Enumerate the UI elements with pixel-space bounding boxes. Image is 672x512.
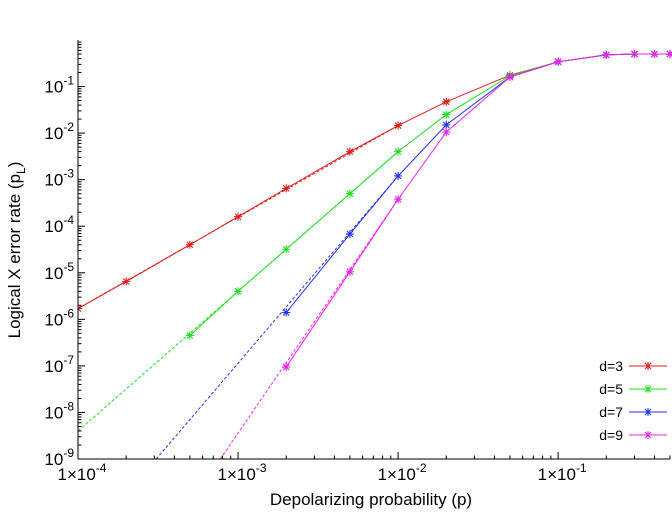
legend-label: d=9 bbox=[599, 427, 623, 443]
x-axis-title: Depolarizing probability (p) bbox=[270, 490, 472, 509]
series-d=5 bbox=[78, 50, 672, 432]
x-tick-label: 1×10-1 bbox=[538, 461, 587, 484]
series-d=9 bbox=[219, 50, 672, 459]
data-point bbox=[442, 110, 451, 119]
y-tick-label: 10-3 bbox=[44, 167, 74, 190]
data-point bbox=[602, 50, 611, 59]
legend-marker bbox=[644, 385, 652, 393]
x-tick-label: 1×10-4 bbox=[58, 461, 107, 484]
axes: 10-9 10-8 10-7 10-6 10-5 10-4 10-3 10-2 10-1 1×10… bbox=[44, 40, 671, 484]
data-point bbox=[394, 121, 403, 130]
legend-marker bbox=[644, 431, 652, 439]
legend-marker bbox=[644, 362, 652, 370]
data-point bbox=[122, 277, 131, 286]
data-point bbox=[442, 128, 451, 137]
series-line bbox=[78, 53, 670, 310]
data-point bbox=[345, 189, 354, 198]
data-point bbox=[394, 171, 403, 180]
data-point bbox=[234, 212, 243, 221]
data-point bbox=[345, 230, 354, 239]
data-point bbox=[630, 50, 639, 59]
y-tick-label: 10-5 bbox=[44, 260, 74, 283]
y-tick-label: 10-2 bbox=[44, 120, 74, 143]
y-tick-label: 10-4 bbox=[44, 213, 74, 236]
legend-label: d=7 bbox=[599, 404, 623, 420]
fit-line bbox=[219, 198, 399, 459]
data-point bbox=[345, 267, 354, 276]
data-point bbox=[650, 50, 659, 59]
series-line bbox=[285, 53, 670, 368]
data-point bbox=[442, 120, 451, 129]
data-point bbox=[234, 287, 243, 296]
data-point bbox=[345, 147, 354, 156]
data-point bbox=[185, 240, 194, 249]
x-tick-label: 1×10-3 bbox=[218, 461, 267, 484]
data-point bbox=[282, 245, 291, 254]
series-line bbox=[285, 53, 670, 313]
data-point bbox=[282, 308, 291, 317]
data-point bbox=[394, 195, 403, 204]
legend-marker bbox=[644, 408, 652, 416]
series-d=3 bbox=[78, 50, 672, 313]
x-tick-label: 1×10-2 bbox=[378, 461, 427, 484]
series-line bbox=[189, 53, 670, 336]
y-axis-title: Logical X error rate (pL) bbox=[5, 162, 28, 339]
data-point bbox=[394, 147, 403, 156]
y-tick-label: 10-7 bbox=[44, 353, 74, 376]
data-point bbox=[282, 184, 291, 193]
plot-area bbox=[78, 50, 672, 459]
series-d=7 bbox=[155, 50, 672, 459]
y-tick-label: 10-8 bbox=[44, 399, 74, 422]
y-tick-label: 10-6 bbox=[44, 306, 74, 329]
data-point bbox=[282, 362, 291, 371]
legend-label: d=3 bbox=[599, 358, 623, 374]
data-point bbox=[666, 50, 672, 59]
fit-line bbox=[155, 175, 399, 459]
legend: d=3 d=5 d=7 d=9 bbox=[599, 358, 667, 443]
legend-label: d=5 bbox=[599, 381, 623, 397]
y-tick-label: 10-9 bbox=[44, 446, 74, 469]
data-point bbox=[554, 57, 563, 66]
data-point bbox=[185, 331, 194, 340]
data-point bbox=[505, 73, 514, 82]
y-tick-label: 10-1 bbox=[44, 74, 74, 97]
data-point bbox=[442, 97, 451, 106]
